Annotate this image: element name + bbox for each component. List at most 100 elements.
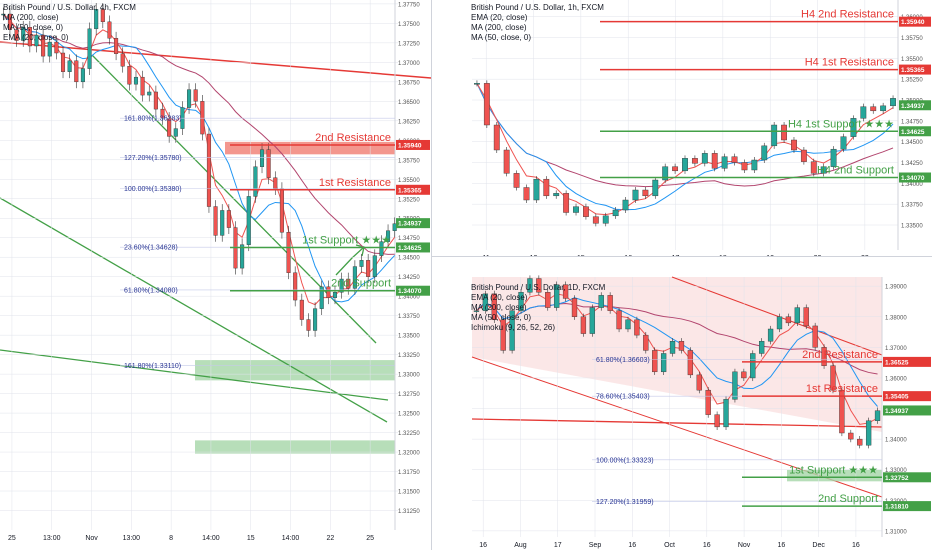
indicator-label: MA (50, close, 0) [471,33,532,42]
y-tick-label: 1.37250 [398,41,420,47]
indicator-label: MA (50, close, 0) [3,23,64,32]
y-tick-label: 1.32500 [398,412,420,418]
candle [140,76,145,96]
chart-panel-1d[interactable]: 16 Aug 17 Sep 16 Oct 16 Nov 16 Dec 16 1.39000 1.3800… [432,257,932,550]
x-tick-label: Sep [589,542,602,549]
panel-divider [431,0,432,550]
candle [776,316,783,330]
chart-legend-1d: British Pound / U.S. Dollar, 1D, FXCM EM… [471,283,605,333]
price-tag-text: 1.31810 [885,504,909,511]
y-tick-label: 1.33000 [398,373,420,379]
resistance-label: H4 2nd Resistance [801,9,894,21]
price-chart-1h[interactable]: 1112151617181922231.360001.357501.355001… [432,0,932,256]
indicator-label: EMA (20, close) [471,293,528,302]
candle [830,365,836,391]
price-tag-text: 1.34625 [901,129,925,136]
candle [761,145,768,161]
price-tag [883,501,931,512]
candle [840,136,847,150]
candle [386,230,391,242]
candle [669,341,676,354]
candle [607,295,613,311]
candle [372,255,377,277]
candle [874,410,881,421]
chart-panel-4h[interactable]: British Pound / U.S. Dollar, 4h, FXCM MA… [0,0,431,550]
x-tick-label: 19 [766,255,774,256]
x-tick-label: Aug [514,542,527,549]
candle [473,310,480,312]
candle [523,187,530,201]
x-tick-label: 12 [530,255,538,256]
y-tick-label: 1.34500 [398,256,420,262]
price-tag-text: 1.35940 [901,19,925,26]
candle [880,105,887,112]
candle [732,371,738,400]
candle [339,278,344,293]
candle [573,206,579,213]
x-tick-label: 15 [577,255,585,256]
indicator-label: EMA (20, close, 0) [3,33,69,42]
candle [21,27,26,41]
candle [682,158,688,172]
candle [279,188,284,233]
x-tick-label: 16 [703,542,711,549]
y-tick-label: 1.34250 [398,275,420,281]
candle [319,286,324,309]
candle [259,149,265,167]
candle [536,278,542,293]
candle [785,316,792,324]
indicator-label: MA (200, close) [471,303,527,312]
price-tag [899,172,931,183]
price-tag [883,472,931,483]
candle [200,101,205,135]
candle [625,319,631,330]
candle [643,334,649,351]
price-chart-1d[interactable]: 16 Aug 17 Sep 16 Oct 16 Nov 16 Dec 16 1.39000 1.3800… [432,257,932,550]
y-tick-label: 1.34000 [398,295,420,301]
candle [860,106,867,119]
y-tick-label: 1.33500 [398,334,420,340]
price-tag-text: 1.34070 [901,175,925,182]
candle [662,166,669,181]
y-tick-label: 1.37000 [885,346,907,352]
y-tick-label: 1.34750 [398,236,420,242]
y-tick-label: 1.32250 [398,431,420,437]
x-tick-label: 17 [672,255,680,256]
ma-50-line [476,83,894,211]
price-chart-4h[interactable]: 25 13:00 Nov 13:00 8 14:00 15 14:00 22 25 1.37750 1… [0,0,431,550]
candle [545,292,551,308]
x-tick-label: 13:00 [43,535,61,542]
y-tick-label: 1.36500 [398,100,420,106]
x-tick-label: 8 [169,535,173,542]
support-label: H4 2nd Support [817,165,894,177]
x-tick-label: 25 [366,535,374,542]
x-tick-label: 23 [861,255,869,256]
price-tag [883,356,931,367]
y-tick-label: 1.34500 [901,140,923,146]
candle [153,91,158,110]
candle [34,34,39,47]
candle [767,328,774,342]
candle [632,189,639,201]
x-tick-label: 14:00 [282,535,300,542]
price-tag [396,242,430,253]
price-tag [396,139,430,150]
candle [589,307,595,334]
price-tag-text: 1.36525 [885,359,909,366]
indicator-label: EMA (20, close) [471,13,528,22]
candle [678,341,685,351]
candle [543,178,550,197]
chart-panel-1h[interactable]: British Pound / U.S. Dollar, 1h, FXCM EM… [432,0,932,256]
candle [865,420,872,446]
candle [313,308,318,331]
candle [133,76,139,85]
support-zone [787,469,882,482]
candle [332,292,338,298]
candle [812,325,818,348]
candle [67,60,72,72]
candle [563,193,570,213]
candle [696,374,702,391]
price-tag-text: 1.34070 [398,288,422,295]
support-label: 2nd Support [331,278,391,290]
candle [602,215,609,224]
